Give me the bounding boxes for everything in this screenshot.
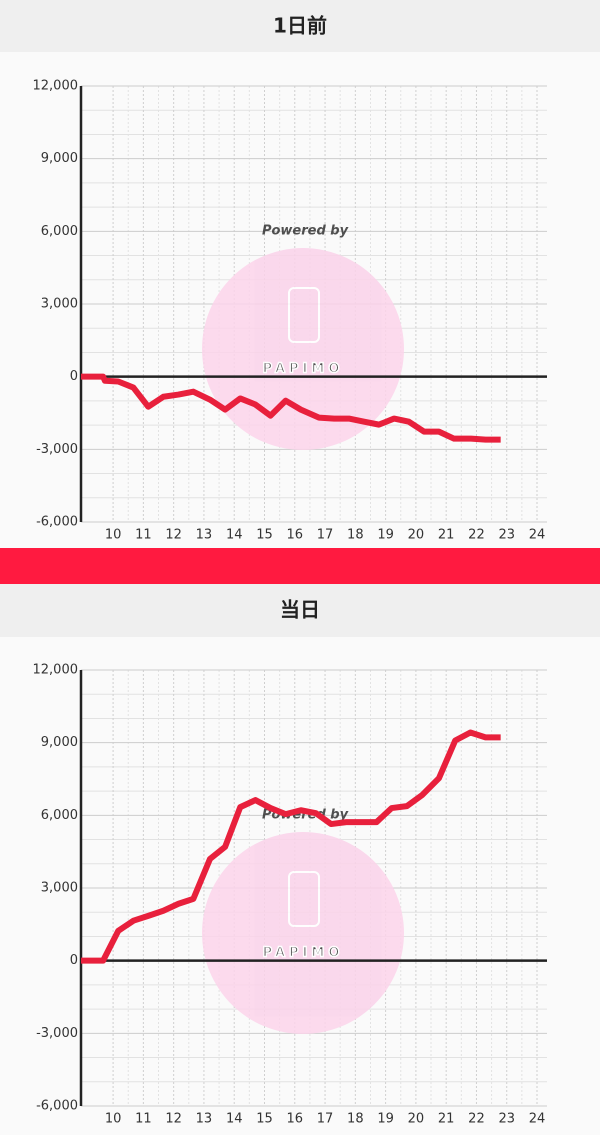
x-tick-label: 21	[438, 1112, 455, 1127]
x-tick-label: 22	[468, 1112, 485, 1127]
y-tick-label: 6,000	[41, 224, 78, 239]
x-tick-label: 10	[105, 528, 122, 543]
y-tick-label: 9,000	[41, 151, 78, 166]
x-tick-label: 19	[377, 1112, 394, 1127]
section-title: 当日	[280, 598, 320, 622]
x-tick-label: 22	[468, 528, 485, 543]
x-tick-label: 12	[165, 528, 182, 543]
x-tick-label: 17	[317, 1112, 334, 1127]
watermark-icon	[288, 287, 320, 343]
x-tick-label: 11	[135, 528, 152, 543]
x-tick-label: 15	[256, 1112, 273, 1127]
watermark-logo: PAPIMO	[263, 362, 344, 377]
y-tick-label: 3,000	[41, 297, 78, 312]
x-tick-label: 16	[286, 528, 303, 543]
x-tick-label: 23	[498, 528, 515, 543]
x-tick-label: 17	[317, 528, 334, 543]
header-bar	[0, 0, 600, 52]
header-bar	[0, 584, 600, 637]
x-tick-label: 24	[529, 528, 546, 543]
watermark-logo: PAPIMO	[263, 946, 344, 961]
x-tick-label: 18	[347, 1112, 364, 1127]
y-tick-label: 0	[70, 953, 78, 968]
x-tick-label: 15	[256, 528, 273, 543]
x-tick-label: 13	[196, 1112, 213, 1127]
x-tick-label: 18	[347, 528, 364, 543]
x-tick-label: 12	[165, 1112, 182, 1127]
x-tick-label: 20	[408, 1112, 425, 1127]
x-tick-label: 11	[135, 1112, 152, 1127]
x-tick-label: 14	[226, 1112, 243, 1127]
y-tick-label: 9,000	[41, 735, 78, 750]
x-tick-label: 13	[196, 528, 213, 543]
data-line	[81, 373, 501, 443]
watermark-circle	[202, 832, 404, 1034]
x-tick-label: 14	[226, 528, 243, 543]
x-tick-label: 24	[529, 1112, 546, 1127]
watermark-circle	[202, 248, 404, 450]
y-tick-label: -6,000	[36, 1099, 78, 1114]
x-tick-label: 21	[438, 528, 455, 543]
y-tick-label: 0	[70, 369, 78, 384]
watermark: Powered by PAPIMO	[202, 224, 404, 450]
x-tick-label: 23	[498, 1112, 515, 1127]
data-line	[81, 729, 501, 964]
x-tick-label: 19	[377, 528, 394, 543]
y-tick-label: -6,000	[36, 515, 78, 530]
y-tick-label: -3,000	[36, 442, 78, 457]
y-tick-label: 12,000	[33, 79, 79, 94]
section-title: 1日前	[273, 14, 327, 38]
y-tick-label: 12,000	[33, 663, 79, 678]
divider-band	[0, 548, 600, 584]
y-tick-label: -3,000	[36, 1026, 78, 1041]
watermark-icon	[288, 871, 320, 927]
x-tick-label: 20	[408, 528, 425, 543]
y-tick-label: 3,000	[41, 881, 78, 896]
x-tick-label: 10	[105, 1112, 122, 1127]
y-tick-label: 6,000	[41, 808, 78, 823]
x-tick-label: 16	[286, 1112, 303, 1127]
watermark-text: Powered by	[262, 224, 349, 239]
